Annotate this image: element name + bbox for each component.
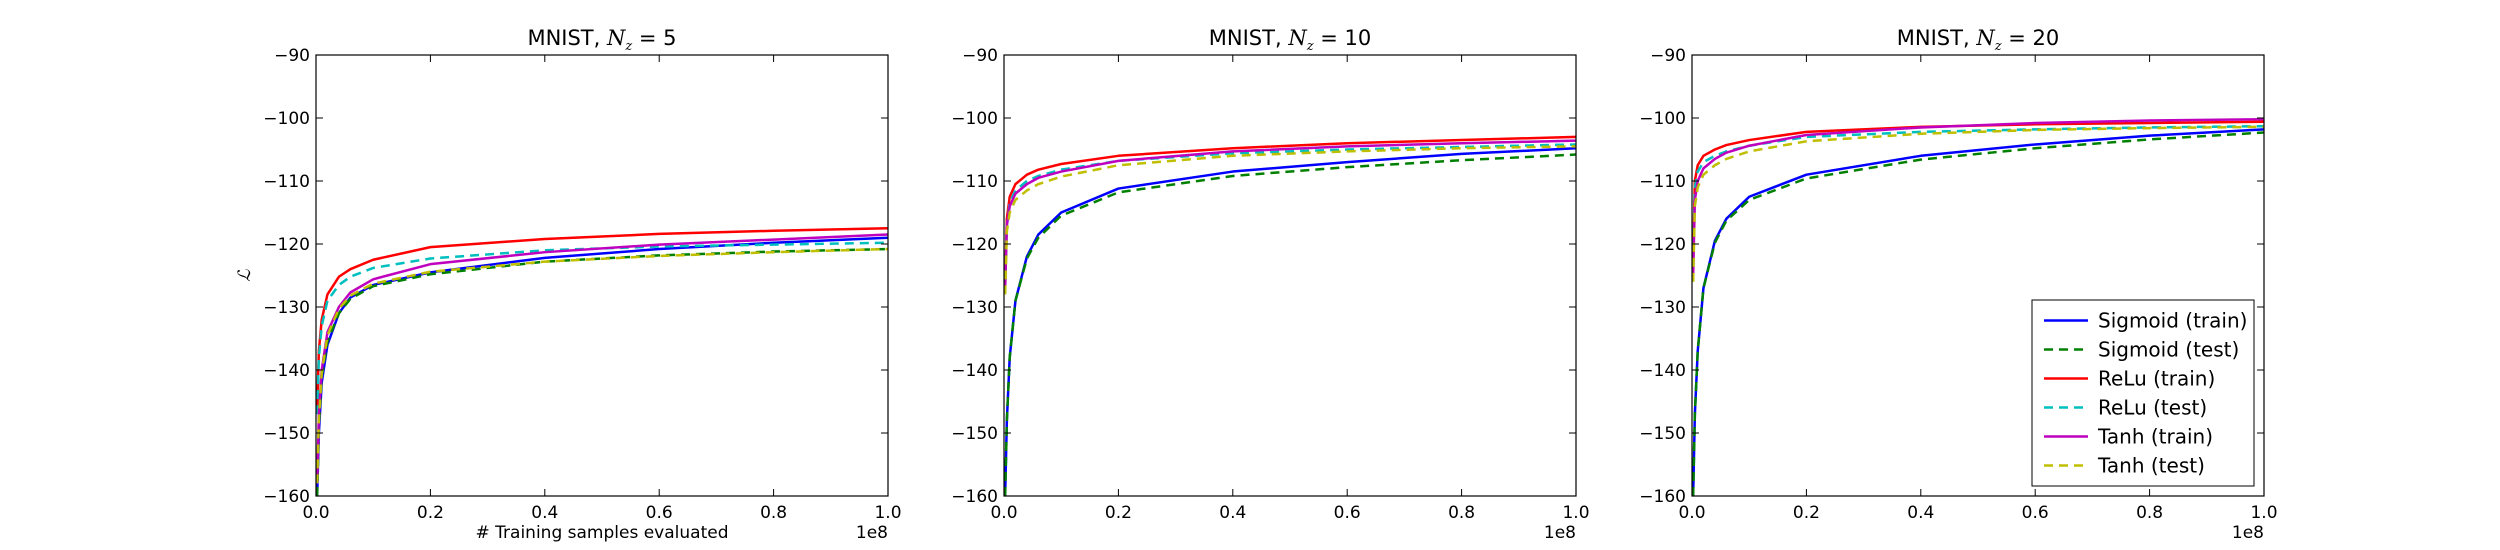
series-group: [1692, 118, 2264, 496]
y-tick-label: −110: [1639, 172, 1686, 192]
y-tick-label: −130: [1639, 298, 1686, 318]
series-line-tanh-test: [1692, 125, 2264, 282]
series-line-relu-train: [1692, 120, 2264, 257]
legend-label: Sigmoid (train): [2098, 309, 2247, 333]
series-group: [316, 227, 888, 496]
series-line-relu-test: [316, 241, 888, 415]
series-line-relu-train: [1004, 135, 1576, 282]
plot-frame: [1691, 54, 2265, 497]
x-tick-label: 0.2: [417, 503, 444, 523]
y-tick-label: −120: [263, 235, 310, 255]
y-tick-label: −150: [263, 424, 310, 444]
series-line-tanh-train: [1004, 139, 1576, 289]
chart-title: MNIST, Nz = 10: [1209, 26, 1371, 54]
y-tick-label: −100: [263, 109, 310, 129]
x-offset-label: 1e8: [2232, 523, 2264, 543]
y-tick-label: −100: [1639, 109, 1686, 129]
x-tick-label: 0.2: [1105, 503, 1132, 523]
y-tick-label: −110: [951, 172, 998, 192]
chart-panel-3: 0.0 0.2 0.4 0.6 0.8 1.0 −160 −150 −140 −130 −120 −1…: [1639, 26, 2277, 543]
y-tick-label: −140: [263, 361, 310, 381]
legend-label: Tanh (test): [2097, 454, 2205, 478]
series-line-sigmoid-test: [316, 247, 888, 496]
series-line-sigmoid-test: [1004, 153, 1576, 496]
x-tick-label: 0.8: [760, 503, 787, 523]
legend-label: ReLu (train): [2098, 367, 2215, 391]
x-tick-label: 0.8: [2136, 503, 2163, 523]
plot-frame: [1003, 54, 1577, 497]
series-line-sigmoid-train: [316, 236, 888, 496]
x-tick-label: 0.4: [1907, 503, 1934, 523]
chart-title: MNIST, Nz = 20: [1897, 26, 2059, 54]
y-tick-label: −90: [1650, 46, 1686, 66]
series-line-sigmoid-train: [1004, 146, 1576, 496]
series-line-relu-train: [316, 227, 888, 408]
x-offset-label: 1e8: [856, 523, 888, 543]
plot-frame: [315, 54, 889, 497]
series-line-tanh-train: [1692, 118, 2264, 276]
x-tick-label: 0.6: [1334, 503, 1361, 523]
x-tick-label: 1.0: [1562, 503, 1589, 523]
y-tick-label: −150: [951, 424, 998, 444]
y-tick-label: −110: [263, 172, 310, 192]
y-tick-label: −130: [951, 298, 998, 318]
y-tick-label: −90: [274, 46, 310, 66]
legend-label: Tanh (train): [2097, 425, 2213, 449]
series-line-tanh-train: [316, 233, 888, 484]
series-line-sigmoid-test: [1692, 131, 2264, 496]
x-tick-label: 0.4: [1219, 503, 1246, 523]
y-tick-label: −160: [1639, 487, 1686, 507]
series-line-tanh-test: [1004, 145, 1576, 295]
chart-title: MNIST, Nz = 5: [527, 26, 676, 54]
legend-label: Sigmoid (test): [2098, 338, 2239, 362]
series-line-relu-test: [1692, 124, 2264, 263]
x-tick-label: 0.6: [646, 503, 673, 523]
x-axis-label: # Training samples evaluated: [476, 523, 729, 543]
x-tick-label: 0.4: [531, 503, 558, 523]
x-tick-label: 0.8: [1448, 503, 1475, 523]
y-tick-label: −130: [263, 298, 310, 318]
series-group: [1004, 135, 1576, 496]
y-tick-label: −120: [951, 235, 998, 255]
chart-panel-1: 0.0 0.2 0.4 0.6 0.8 1.0 −160 −150 −140 −130 −120 −1…: [235, 26, 902, 543]
legend-box: [2031, 299, 2255, 487]
x-tick-label: 0.0: [1678, 503, 1705, 523]
x-tick-label: 0.2: [1793, 503, 1820, 523]
series-line-sigmoid-train: [1692, 128, 2264, 496]
series-line-tanh-test: [316, 247, 888, 484]
y-tick-label: −150: [1639, 424, 1686, 444]
x-tick-label: 0.0: [302, 503, 329, 523]
x-offset-label: 1e8: [1544, 523, 1576, 543]
y-axis-label: ℒ: [235, 269, 255, 282]
legend: Sigmoid (train) Sigmoid (test) ReLu (train…: [2031, 299, 2255, 487]
chart-panel-2: 0.0 0.2 0.4 0.6 0.8 1.0 −160 −150 −140 −130 −120 −1…: [951, 26, 1589, 543]
y-tick-label: −90: [962, 46, 998, 66]
x-tick-label: 0.6: [2022, 503, 2049, 523]
x-tick-label: 1.0: [874, 503, 901, 523]
legend-label: ReLu (test): [2098, 396, 2207, 420]
y-tick-label: −140: [1639, 361, 1686, 381]
y-tick-label: −100: [951, 109, 998, 129]
y-tick-label: −160: [951, 487, 998, 507]
y-tick-label: −160: [263, 487, 310, 507]
x-tick-label: 1.0: [2250, 503, 2277, 523]
x-tick-label: 0.0: [990, 503, 1017, 523]
y-tick-label: −140: [951, 361, 998, 381]
y-tick-label: −120: [1639, 235, 1686, 255]
